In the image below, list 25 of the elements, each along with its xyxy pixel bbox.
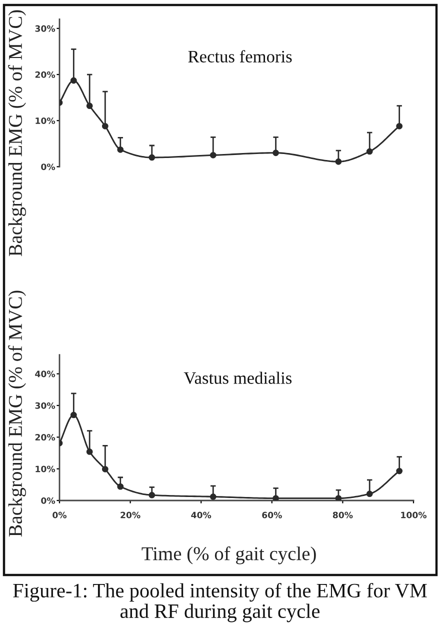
x-tick-label: 20%: [120, 512, 140, 518]
text: Figure-1: The pooled intensity of the EMG for VM and RF during gait cycle: [13, 583, 427, 622]
text: Rectus femoris: [188, 50, 292, 62]
y-axis-title: Background EMG (% of MVC): [8, 290, 26, 537]
y-tick-label: 20%: [35, 71, 56, 78]
x-tick-label: 80%: [332, 512, 353, 518]
x-tick-label: 60%: [262, 512, 282, 518]
x-tick-label: 100%: [401, 512, 427, 518]
y-tick-label: 40%: [35, 370, 56, 378]
point: [272, 495, 279, 500]
y-axis-title: Background EMG (% of MVC): [8, 10, 26, 256]
y-tick-label: 30%: [35, 25, 56, 32]
y-tick-label: 20%: [35, 434, 56, 441]
y-tick-label: 0%: [41, 164, 56, 170]
point: [335, 495, 342, 500]
point: [335, 158, 342, 165]
y-tick-label: 0%: [41, 497, 56, 504]
y-tick-label: 30%: [35, 402, 56, 409]
text: Vastus medialis: [184, 372, 292, 384]
point: [86, 448, 93, 455]
x-tick-label: 0%: [52, 512, 67, 518]
x-axis-title: Time (% of gait cycle): [142, 546, 316, 564]
y-tick-label: 10%: [36, 466, 56, 472]
y-tick-label: 10%: [36, 117, 56, 124]
x-tick-label: 40%: [191, 512, 212, 518]
